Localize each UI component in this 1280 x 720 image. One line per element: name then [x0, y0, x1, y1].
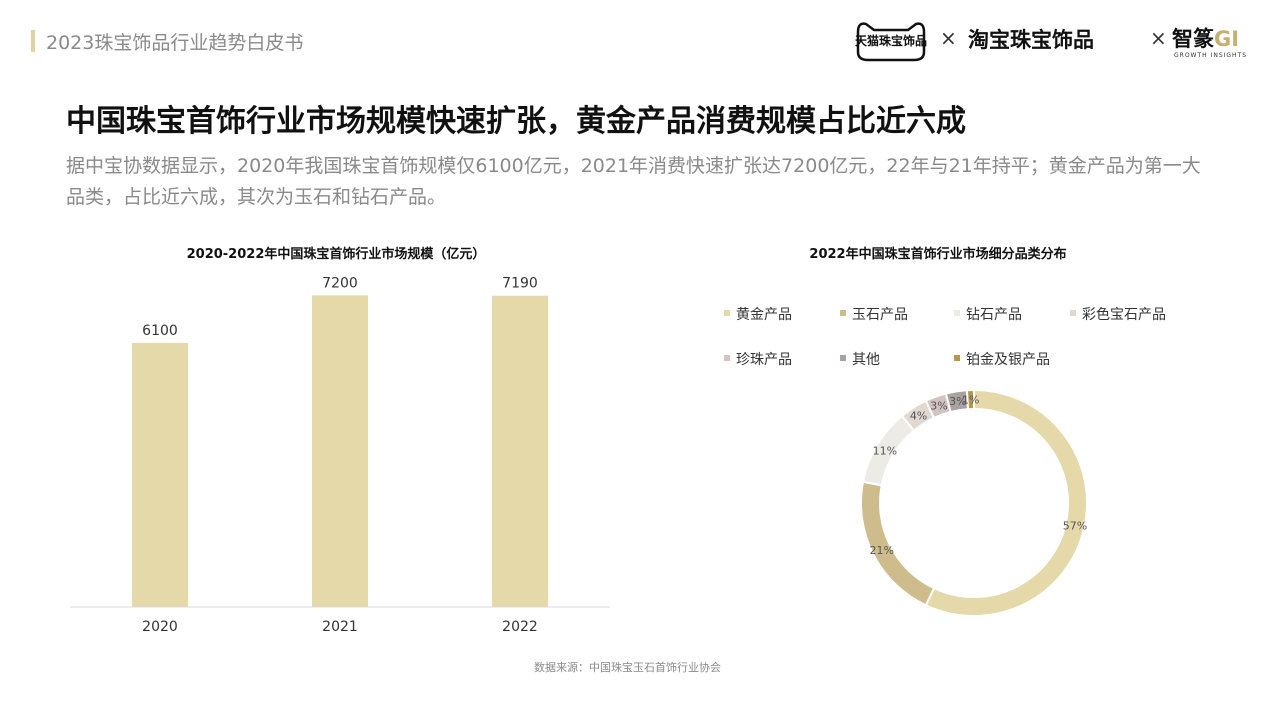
- slice-percent-label: 1%: [962, 394, 979, 407]
- legend-swatch: [954, 310, 960, 316]
- taobao-logo-text: 淘宝珠宝饰品: [968, 28, 1094, 52]
- header-accent-bar: [31, 30, 35, 52]
- slice-percent-label: 57%: [1063, 520, 1087, 533]
- x-tick-label: 2022: [502, 619, 538, 635]
- slice-percent-label: 11%: [873, 444, 897, 457]
- zhizhuan-logo: 智篆GI: [1172, 23, 1239, 53]
- legend-label: 钻石产品: [966, 307, 1022, 323]
- legend-label: 黄金产品: [736, 306, 792, 323]
- data-source-note: 数据来源：中国珠宝玉石首饰行业协会: [534, 661, 721, 674]
- legend-label: 玉石产品: [852, 307, 908, 323]
- bar-value-label: 7190: [502, 276, 538, 292]
- bar: [132, 342, 188, 607]
- bar: [492, 295, 548, 607]
- bar-chart: 6100 2020 7200 2021 7190 2022: [70, 275, 610, 635]
- bar-value-label: 7200: [322, 275, 358, 291]
- legend-swatch: [840, 355, 846, 361]
- donut-slice: [924, 388, 1088, 617]
- legend-label: 彩色宝石产品: [1082, 306, 1166, 323]
- legend-label: 铂金及银产品: [966, 352, 1050, 368]
- x-tick-label: 2020: [142, 619, 178, 635]
- slice-percent-label: 21%: [870, 544, 894, 557]
- tmall-cat-logo: [856, 22, 926, 62]
- zhizhuan-logo-subtext: GROWTH INSIGHTS: [1174, 52, 1248, 59]
- zhizhuan-logo-text: 智篆: [1172, 27, 1214, 51]
- zhizhuan-logo-gi: GI: [1214, 27, 1240, 51]
- page-title: 中国珠宝首饰行业市场规模快速扩张，黄金产品消费规模占比近六成: [66, 104, 966, 139]
- slice-percent-label: 4%: [910, 410, 927, 423]
- donut-slice: [965, 388, 975, 411]
- bar: [312, 295, 368, 607]
- legend-swatch: [1070, 310, 1076, 316]
- report-title: 2023珠宝饰品行业趋势白皮书: [46, 32, 304, 54]
- legend-swatch: [724, 310, 730, 316]
- legend-swatch: [840, 310, 846, 316]
- x-tick-label: 2021: [322, 619, 358, 635]
- bar-value-label: 6100: [142, 323, 178, 339]
- slice-percent-label: 3%: [930, 400, 947, 413]
- legend-label: 其他: [852, 352, 880, 368]
- legend-swatch: [954, 355, 960, 361]
- page-subtitle: 据中宝协数据显示，2020年我国珠宝首饰规模仅6100亿元，2021年消费快速扩…: [66, 155, 1201, 208]
- times-symbol: ×: [1150, 26, 1167, 50]
- legend-label: 珍珠产品: [736, 352, 792, 368]
- donut-chart-title: 2022年中国珠宝首饰行业市场细分品类分布: [809, 247, 1067, 262]
- legend-swatch: [724, 355, 730, 361]
- tmall-logo-text: 天猫珠宝饰品: [854, 34, 927, 48]
- times-symbol: ×: [940, 26, 957, 50]
- slice-percent-label: 3%: [949, 395, 966, 408]
- bar-chart-title: 2020-2022年中国珠宝首饰行业市场规模（亿元）: [186, 247, 486, 262]
- partner-logos: 天猫珠宝饰品 × 淘宝珠宝饰品 × 智篆GI GROWTH INSIGHTS: [850, 16, 1280, 66]
